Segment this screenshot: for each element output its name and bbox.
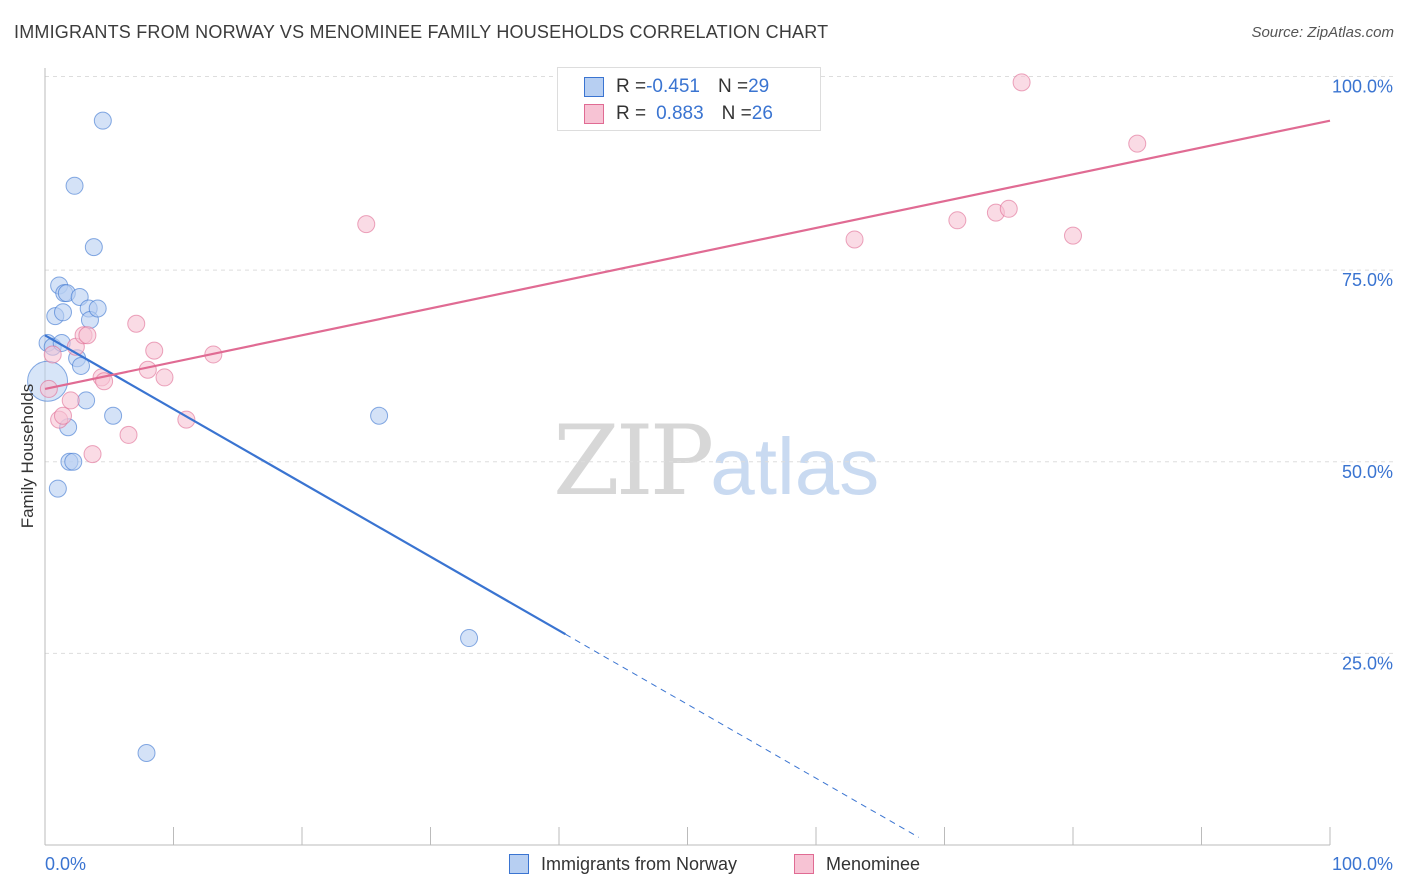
bottom-legend-label: Immigrants from Norway xyxy=(541,853,738,874)
legend-swatch-pink xyxy=(584,104,604,124)
y-tick-label: 25.0% xyxy=(1342,653,1393,673)
legend-n-value: 29 xyxy=(748,76,770,97)
legend-r-label: R = xyxy=(616,76,647,97)
menominee-point xyxy=(61,391,80,410)
y-tick-label: 50.0% xyxy=(1342,462,1393,482)
legend-r-value: -0.451 xyxy=(646,76,700,97)
bottom-legend-menominee: Menominee xyxy=(794,852,920,876)
watermark-atlas: atlas xyxy=(710,422,880,511)
bottom-legend-label: Menominee xyxy=(826,853,921,874)
menominee-point xyxy=(127,314,146,333)
menominee-point xyxy=(1012,73,1031,92)
watermark: ZIPatlas xyxy=(553,405,879,517)
legend-swatch-blue xyxy=(584,77,604,97)
y-tick-label: 75.0% xyxy=(1342,270,1393,290)
y-tick-label: 100.0% xyxy=(1332,77,1393,97)
menominee-point xyxy=(53,406,72,425)
legend-row-menominee: R = 0.883 N = 26 xyxy=(584,101,773,127)
menominee-point xyxy=(43,345,62,364)
menominee-point xyxy=(1064,226,1082,245)
menominee-point xyxy=(948,211,967,230)
norway-point xyxy=(77,391,96,410)
source-label: Source: ZipAtlas.com xyxy=(1251,24,1394,41)
menominee-point xyxy=(357,215,376,234)
norway-point xyxy=(64,452,83,471)
chart-title: IMMIGRANTS FROM NORWAY VS MENOMINEE FAMI… xyxy=(14,22,829,42)
norway-point xyxy=(48,479,67,498)
bottom-legend-swatch-pink xyxy=(794,854,814,874)
norway-trend-extension xyxy=(565,633,920,838)
watermark-zip: ZIP xyxy=(553,405,714,517)
correlation-legend: R = -0.451 N = 29 R = 0.883 N = 26 xyxy=(557,67,821,131)
x-tick-label: 100.0% xyxy=(1332,854,1393,874)
norway-point xyxy=(88,299,107,318)
menominee-point xyxy=(155,368,174,387)
legend-n-value: 26 xyxy=(751,103,773,124)
menominee-point xyxy=(119,425,138,444)
menominee-point xyxy=(999,199,1018,218)
norway-point xyxy=(71,356,90,375)
legend-row-norway: R = -0.451 N = 29 xyxy=(584,74,769,100)
menominee-point xyxy=(177,410,196,429)
norway-point xyxy=(93,111,112,130)
legend-n-label: N = xyxy=(721,103,752,124)
menominee-point xyxy=(1128,134,1147,153)
norway-point xyxy=(65,176,84,195)
norway-point xyxy=(84,238,103,257)
legend-r-value: 0.883 xyxy=(656,103,704,124)
legend-n-label: N = xyxy=(717,76,749,97)
legend-r-label: R = xyxy=(616,103,647,124)
x-tick-label: 0.0% xyxy=(45,854,86,874)
norway-point xyxy=(460,629,479,648)
norway-trend-line xyxy=(44,334,566,636)
menominee-point xyxy=(83,445,102,464)
norway-point xyxy=(137,744,156,763)
y-axis-label: Family Households xyxy=(18,383,37,529)
norway-point xyxy=(370,406,389,425)
menominee-point xyxy=(78,326,97,345)
bottom-legend-norway: Immigrants from Norway xyxy=(509,852,737,876)
menominee-point xyxy=(845,230,864,249)
menominee-trend-line xyxy=(44,119,1331,391)
bottom-legend-swatch-blue xyxy=(509,854,529,874)
menominee-point xyxy=(145,341,164,360)
norway-point xyxy=(53,303,72,322)
norway-point xyxy=(104,406,123,425)
